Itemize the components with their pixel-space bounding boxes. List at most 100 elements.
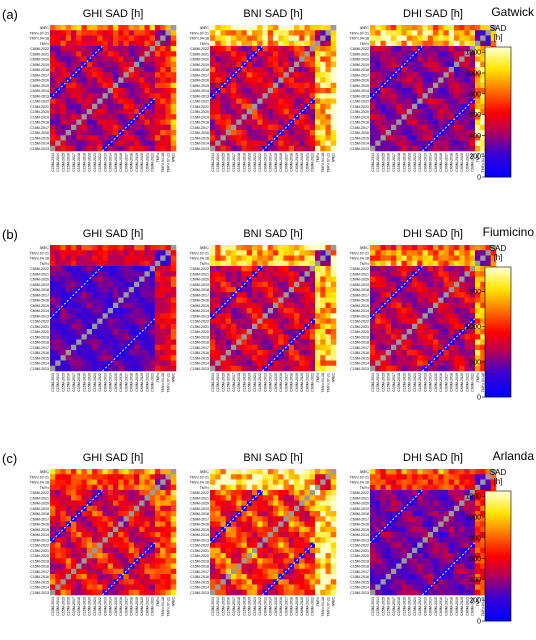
heatmap-cell xyxy=(330,532,337,538)
heatmap-cell xyxy=(210,360,216,367)
colorbar-swatch xyxy=(485,384,511,387)
heatmap-cell xyxy=(123,329,130,335)
heatmap-cell xyxy=(448,114,455,120)
heatmap-cell xyxy=(118,56,124,63)
heatmap-cell xyxy=(55,474,61,480)
heatmap-cell xyxy=(278,109,284,115)
heatmap-cell xyxy=(320,532,326,538)
heatmap-cell xyxy=(144,490,151,496)
colorbar-swatch xyxy=(485,170,511,174)
heatmap-cell xyxy=(262,140,269,147)
heatmap-cell xyxy=(320,329,326,335)
heatmap-cell xyxy=(65,469,72,475)
heatmap-cell xyxy=(170,67,177,73)
heatmap-cell xyxy=(231,500,237,507)
heatmap-cell xyxy=(160,140,166,147)
heatmap-cell xyxy=(278,516,284,522)
heatmap-cell xyxy=(454,77,460,84)
heatmap-cell xyxy=(215,281,221,288)
heatmap-cell xyxy=(139,35,145,42)
heatmap-cell xyxy=(220,308,227,314)
heatmap-cell xyxy=(330,526,337,533)
heatmap-cell xyxy=(139,271,145,277)
heatmap-cell xyxy=(464,266,471,272)
heatmap-cell xyxy=(278,30,284,36)
heatmap-cell xyxy=(309,526,316,533)
heatmap-cell xyxy=(459,255,465,262)
heatmap-cell xyxy=(170,40,177,47)
heatmap-cell xyxy=(102,245,109,251)
heatmap-cell xyxy=(55,323,61,330)
heatmap-cell xyxy=(220,490,227,496)
heatmap-cell xyxy=(252,313,258,319)
heatmap-cell xyxy=(427,250,434,256)
heatmap-cell xyxy=(236,318,242,325)
heatmap-cell xyxy=(210,495,216,501)
heatmap-cell xyxy=(55,532,61,538)
heatmap-cell xyxy=(412,109,418,115)
heatmap-cell xyxy=(65,318,72,325)
heatmap-cell xyxy=(160,329,166,335)
heatmap-cell xyxy=(76,297,82,304)
heatmap-cell xyxy=(315,350,321,356)
heatmap-cell xyxy=(412,119,418,126)
heatmap-cell xyxy=(65,526,72,533)
heatmap-cell xyxy=(128,88,135,94)
heatmap-cell xyxy=(231,46,237,52)
heatmap-cell xyxy=(438,119,444,126)
heatmap-cell xyxy=(464,46,471,52)
heatmap-cell xyxy=(396,35,402,42)
heatmap-cell xyxy=(480,72,486,78)
col-label: C15M-2021 xyxy=(93,597,97,616)
heatmap-cell xyxy=(50,339,56,346)
heatmap-title: DHI SAD [h] xyxy=(403,8,463,20)
heatmap-cell xyxy=(433,119,439,126)
heatmap-cell xyxy=(160,281,166,288)
heatmap-cell xyxy=(283,313,290,319)
heatmap-cell xyxy=(60,318,67,325)
heatmap-cell xyxy=(231,308,237,314)
heatmap-cell xyxy=(469,318,476,325)
heatmap-cell xyxy=(283,98,290,105)
heatmap-cell xyxy=(469,109,476,115)
heatmap-cell xyxy=(422,250,429,256)
heatmap-cell xyxy=(107,532,114,538)
heatmap-cell xyxy=(170,130,177,136)
heatmap-cell xyxy=(210,547,216,554)
heatmap-cell xyxy=(170,526,177,533)
col-label: C60M-2022 xyxy=(151,597,155,616)
heatmap-cell xyxy=(448,271,455,277)
heatmap-cell xyxy=(65,250,72,256)
heatmap-cell xyxy=(118,479,124,486)
heatmap-cell xyxy=(65,145,72,152)
heatmap-cell xyxy=(123,93,130,99)
heatmap-cell xyxy=(385,46,392,52)
heatmap-cell xyxy=(262,98,269,105)
heatmap-cell xyxy=(459,51,465,57)
heatmap-cell xyxy=(454,40,460,47)
heatmap-cell xyxy=(330,255,337,262)
heatmap-cell xyxy=(448,323,455,330)
heatmap-cell xyxy=(330,334,337,340)
row-label: C60M-2018 xyxy=(30,512,49,516)
heatmap-cell xyxy=(86,51,93,57)
heatmap-cell xyxy=(118,93,124,99)
heatmap-cell xyxy=(241,25,248,31)
heatmap-cell xyxy=(422,46,429,52)
heatmap-cell xyxy=(273,313,279,319)
row-label: TMYx.04-18 xyxy=(189,37,209,41)
heatmap-cell xyxy=(65,547,72,554)
heatmap-cell xyxy=(165,553,172,559)
heatmap-cell xyxy=(257,98,263,105)
heatmap-cell xyxy=(155,542,161,549)
heatmap-cell xyxy=(283,145,290,152)
heatmap-cell xyxy=(475,88,481,94)
heatmap-cell xyxy=(422,40,429,47)
heatmap-cell xyxy=(113,469,119,475)
heatmap-cell xyxy=(299,93,305,99)
heatmap-cell xyxy=(97,323,103,330)
heatmap-cell xyxy=(220,124,227,131)
heatmap-cell xyxy=(107,140,114,147)
heatmap-cell xyxy=(475,145,481,152)
heatmap-cell xyxy=(170,553,177,559)
